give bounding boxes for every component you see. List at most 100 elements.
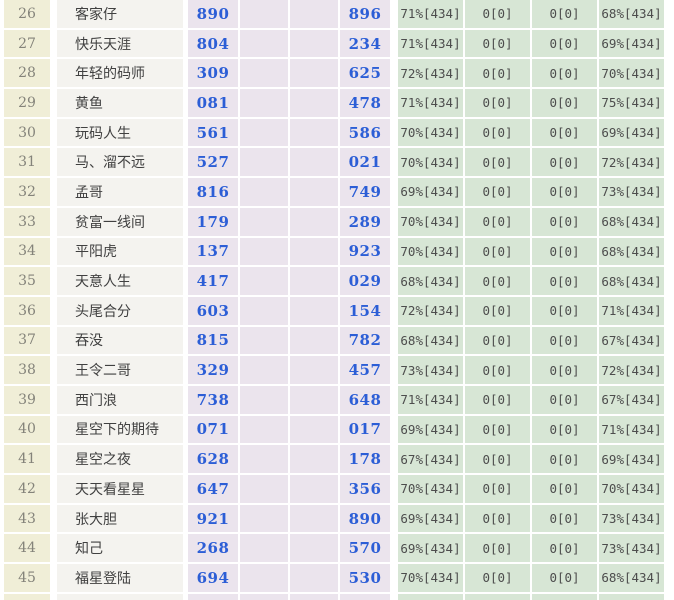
stat-percent-2-cell: 69%[434] <box>599 445 664 473</box>
stat-percent-1-cell: 71%[434] <box>398 89 465 117</box>
username-cell[interactable]: 玩码人生 <box>57 118 188 147</box>
table-row: 43 张大胆 921 890 69%[434] 0[0] 0[0] 73%[43… <box>4 504 674 533</box>
pick-number-2-cell[interactable]: 625 <box>340 59 398 88</box>
pick-number-2-cell[interactable]: 896 <box>340 0 398 28</box>
stat-zero-2-cell: 0[0] <box>532 29 599 58</box>
username-cell[interactable]: 黄鱼 <box>57 89 188 117</box>
pick-number-1-cell[interactable]: 694 <box>188 564 240 592</box>
pick-number-2-cell[interactable]: 234 <box>340 29 398 58</box>
username-cell[interactable]: 马、溜不远 <box>57 148 188 177</box>
pick-number-1-cell[interactable]: 647 <box>188 475 240 503</box>
username-cell[interactable]: 年轻的码师 <box>57 59 188 88</box>
pick-number-2-cell[interactable]: 021 <box>340 148 398 177</box>
pick-number-1-cell[interactable]: 417 <box>188 267 240 295</box>
table-row: 35 天意人生 417 029 68%[434] 0[0] 0[0] 68%[4… <box>4 267 674 295</box>
username-cell[interactable]: 平阳虎 <box>57 237 188 266</box>
pick-number-1-cell[interactable]: 603 <box>188 296 240 325</box>
pick-number-2-cell[interactable]: 530 <box>340 564 398 592</box>
pick-number-2-cell[interactable]: 478 <box>340 89 398 117</box>
pick-number-1-cell[interactable]: 628 <box>188 445 240 473</box>
username-cell[interactable]: 贫富一线间 <box>57 207 188 236</box>
pick-number-2-cell[interactable]: 154 <box>340 296 398 325</box>
rank-cell: 40 <box>4 415 57 444</box>
username-cell[interactable]: 星空下的期待 <box>57 415 188 444</box>
stat-zero-1-cell: 0[0] <box>465 564 532 592</box>
username-cell[interactable]: 吞没 <box>57 326 188 355</box>
blank-cell-1 <box>240 0 290 28</box>
stat-zero-2-cell: 0[0] <box>532 148 599 177</box>
pick-number-1-cell[interactable]: 738 <box>188 385 240 414</box>
rank-cell: 33 <box>4 207 57 236</box>
username-cell[interactable]: 星空之夜 <box>57 445 188 473</box>
pick-number-2-cell[interactable]: 457 <box>340 356 398 384</box>
stat-zero-2-cell: 0[0] <box>532 475 599 503</box>
pick-number-1-cell[interactable]: 081 <box>188 89 240 117</box>
pick-number-2-cell[interactable]: 782 <box>340 326 398 355</box>
pick-number-1-cell[interactable]: 815 <box>188 326 240 355</box>
stat-percent-2-cell: 70%[434] <box>599 59 664 88</box>
pick-number-2-cell[interactable]: 586 <box>340 118 398 147</box>
pick-number-2-cell[interactable]: 890 <box>340 504 398 533</box>
blank-cell-2 <box>290 237 340 266</box>
username-cell[interactable]: 头尾合分 <box>57 296 188 325</box>
pick-number-1-cell[interactable]: 137 <box>188 237 240 266</box>
username-cell[interactable]: 快乐天涯 <box>57 29 188 58</box>
stat-percent-1-cell: 68%[434] <box>398 326 465 355</box>
pick-number-1-cell[interactable]: 179 <box>188 207 240 236</box>
stat-percent-2-cell: 68%[434] <box>599 267 664 295</box>
stat-zero-1-cell: 0[0] <box>465 148 532 177</box>
pick-number-1-cell[interactable]: 329 <box>188 356 240 384</box>
username-cell[interactable]: 王令二哥 <box>57 356 188 384</box>
stat-zero-1-cell <box>465 593 532 600</box>
username-cell[interactable]: 张大胆 <box>57 504 188 533</box>
pick-number-2-cell[interactable]: 648 <box>340 385 398 414</box>
stat-percent-1-cell: 71%[434] <box>398 29 465 58</box>
pick-number-1-cell[interactable]: 071 <box>188 415 240 444</box>
stat-zero-2-cell: 0[0] <box>532 356 599 384</box>
rank-cell: 42 <box>4 475 57 503</box>
rank-cell: 39 <box>4 385 57 414</box>
pick-number-2-cell[interactable]: 356 <box>340 475 398 503</box>
stat-percent-1-cell: 68%[434] <box>398 267 465 295</box>
username-cell[interactable]: 西门浪 <box>57 385 188 414</box>
pick-number-1-cell[interactable]: 527 <box>188 148 240 177</box>
stat-zero-2-cell: 0[0] <box>532 207 599 236</box>
pick-number-1-cell[interactable]: 921 <box>188 504 240 533</box>
username-cell[interactable]: 孟哥 <box>57 178 188 206</box>
blank-cell-2 <box>290 415 340 444</box>
username-cell <box>57 593 188 600</box>
username-cell[interactable]: 客家仔 <box>57 0 188 28</box>
pick-number-1-cell[interactable]: 309 <box>188 59 240 88</box>
username-cell[interactable]: 天意人生 <box>57 267 188 295</box>
stat-zero-1-cell: 0[0] <box>465 475 532 503</box>
stat-percent-1-cell: 70%[434] <box>398 207 465 236</box>
blank-cell-2 <box>290 504 340 533</box>
stat-zero-2-cell: 0[0] <box>532 534 599 563</box>
table-row: 45 福星登陆 694 530 70%[434] 0[0] 0[0] 68%[4… <box>4 564 674 592</box>
pick-number-2-cell[interactable]: 178 <box>340 445 398 473</box>
table-row: 33 贫富一线间 179 289 70%[434] 0[0] 0[0] 68%[… <box>4 207 674 236</box>
pick-number-1-cell[interactable]: 816 <box>188 178 240 206</box>
pick-number-1-cell[interactable]: 561 <box>188 118 240 147</box>
pick-number-2-cell[interactable]: 749 <box>340 178 398 206</box>
pick-number-2-cell[interactable]: 017 <box>340 415 398 444</box>
pick-number-2-cell[interactable]: 289 <box>340 207 398 236</box>
stat-percent-2-cell: 70%[434] <box>599 475 664 503</box>
stat-zero-1-cell: 0[0] <box>465 326 532 355</box>
blank-cell-2 <box>290 0 340 28</box>
rank-cell <box>4 593 57 600</box>
blank-cell-1 <box>240 415 290 444</box>
stat-zero-1-cell: 0[0] <box>465 29 532 58</box>
blank-cell-2 <box>290 207 340 236</box>
pick-number-2-cell[interactable]: 923 <box>340 237 398 266</box>
username-cell[interactable]: 福星登陆 <box>57 564 188 592</box>
pick-number-1-cell[interactable]: 890 <box>188 0 240 28</box>
pick-number-1-cell[interactable]: 268 <box>188 534 240 563</box>
username-cell[interactable]: 知己 <box>57 534 188 563</box>
stat-zero-2-cell: 0[0] <box>532 59 599 88</box>
username-cell[interactable]: 天天看星星 <box>57 475 188 503</box>
pick-number-2-cell[interactable]: 570 <box>340 534 398 563</box>
pick-number-2-cell[interactable]: 029 <box>340 267 398 295</box>
pick-number-1-cell[interactable]: 804 <box>188 29 240 58</box>
blank-cell-1 <box>240 148 290 177</box>
